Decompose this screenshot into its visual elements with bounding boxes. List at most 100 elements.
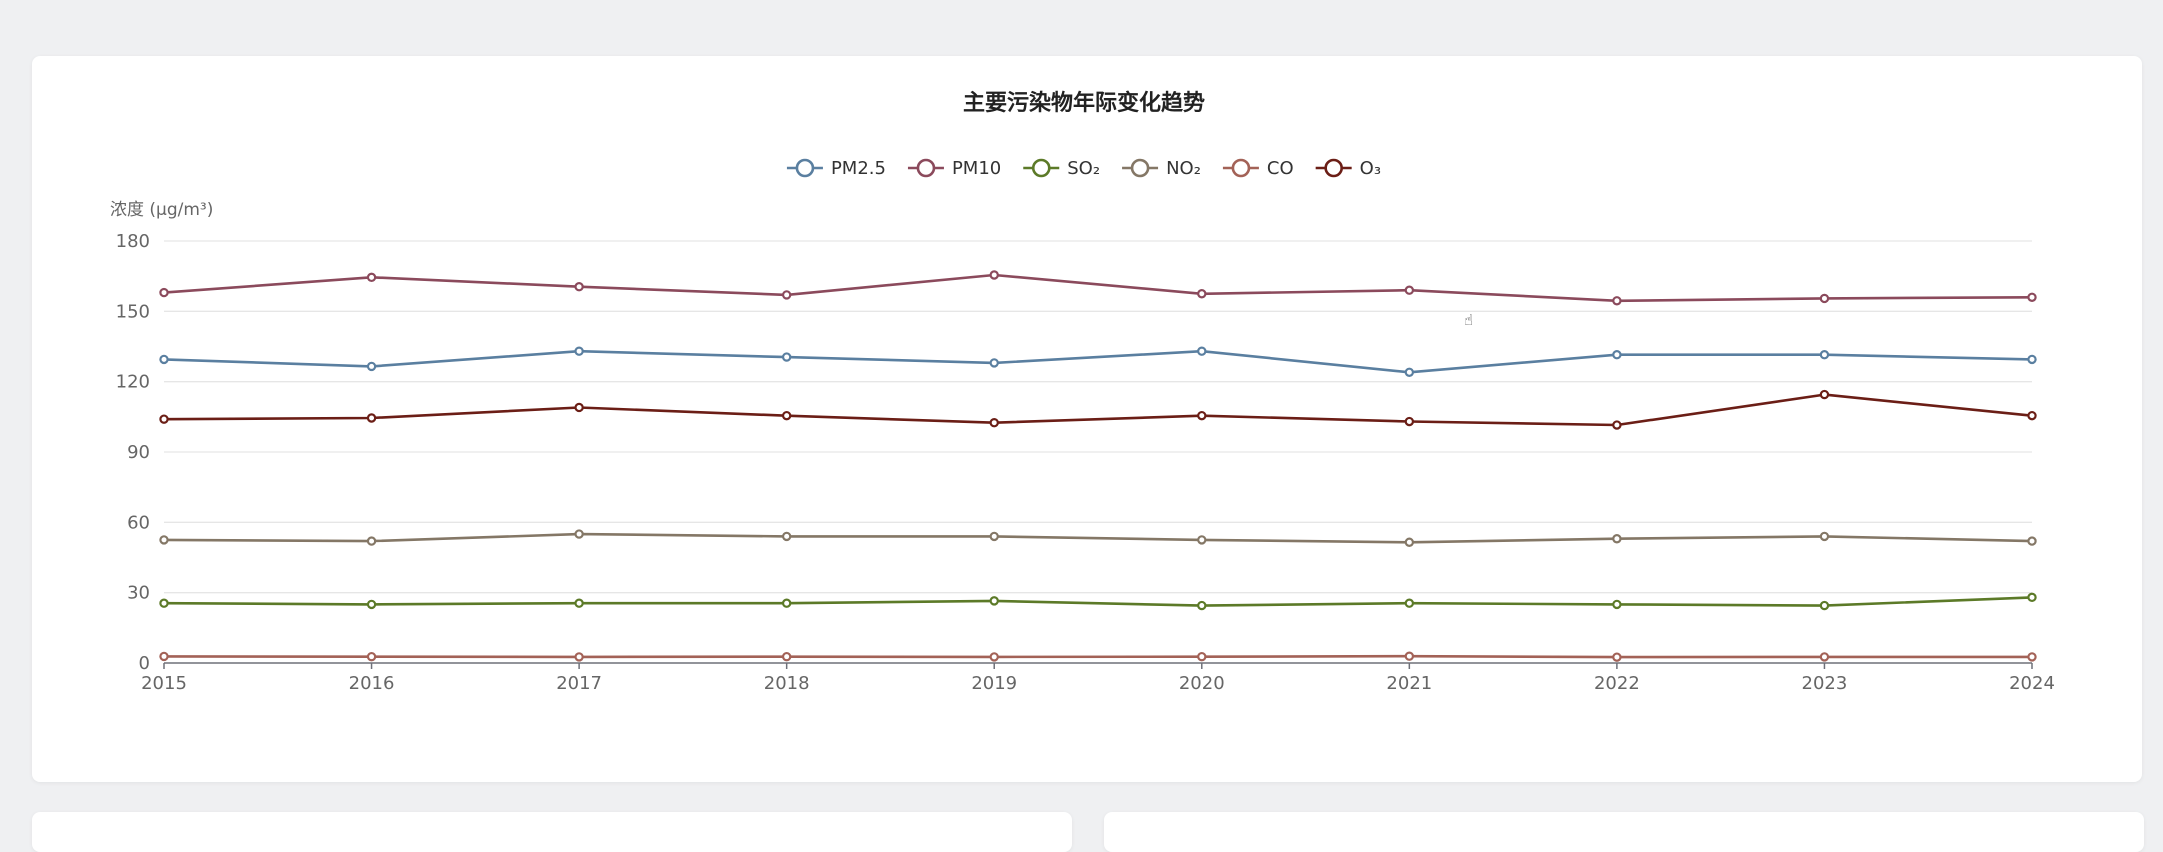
data-point[interactable] [1404, 651, 1415, 661]
x-tick-label: 2015 [141, 673, 187, 694]
data-point[interactable] [781, 651, 792, 662]
legend-symbol-marker [1130, 158, 1150, 178]
data-point[interactable] [1404, 598, 1415, 608]
data-point[interactable] [1819, 531, 1830, 542]
grid-lines [164, 240, 2032, 594]
data-point[interactable] [1197, 600, 1207, 611]
legend-item[interactable]: PM10 [907, 158, 1001, 179]
legend-item[interactable]: PM2.5 [786, 158, 886, 179]
data-point[interactable] [781, 290, 792, 300]
data-point[interactable] [1819, 293, 1830, 304]
pointer-cursor-icon: ☝ [1464, 311, 1474, 329]
series-group [159, 529, 2037, 547]
x-axis: 0 30 60 90 120 150 180 2015 2016 2017 2018 2019 2020… [116, 231, 2055, 694]
legend-item[interactable]: CO [1222, 158, 1294, 179]
data-point[interactable] [781, 598, 792, 608]
data-point[interactable] [574, 346, 584, 356]
data-point[interactable] [989, 358, 999, 368]
data-point[interactable] [1197, 289, 1207, 299]
y-tick-label: 180 [116, 231, 150, 252]
data-point[interactable] [2027, 292, 2037, 302]
legend[interactable]: PM2.5 PM10 SO₂ NO₂ CO O₃ [786, 158, 1381, 179]
legend-item[interactable]: O₃ [1315, 158, 1381, 179]
data-point[interactable] [366, 361, 377, 372]
data-point[interactable] [1819, 600, 1830, 611]
y-tick-label: 0 [139, 653, 150, 674]
legend-symbol-marker [795, 158, 815, 178]
data-point[interactable] [1197, 346, 1207, 356]
data-point[interactable] [159, 414, 169, 424]
y-tick-label: 120 [116, 372, 150, 393]
legend-symbol-marker [1031, 158, 1051, 178]
legend-item[interactable]: SO₂ [1023, 158, 1100, 179]
data-point[interactable] [1404, 285, 1415, 295]
data-point[interactable] [574, 282, 584, 292]
data-point[interactable] [1819, 652, 1830, 662]
data-point[interactable] [1197, 651, 1207, 662]
series-group [159, 389, 2037, 430]
series-group [159, 651, 2037, 662]
legend-label: NO₂ [1166, 158, 1201, 179]
data-point[interactable] [1819, 389, 1830, 400]
data-point[interactable] [989, 417, 999, 428]
data-point[interactable] [366, 536, 377, 546]
data-point[interactable] [574, 402, 584, 413]
data-point[interactable] [159, 651, 169, 662]
data-point[interactable] [2027, 592, 2037, 603]
series-lines [159, 270, 2037, 662]
data-point[interactable] [2027, 410, 2037, 421]
data-point[interactable] [1612, 420, 1622, 430]
data-point[interactable] [1612, 350, 1622, 360]
data-point[interactable] [1612, 296, 1622, 306]
data-point[interactable] [366, 413, 377, 423]
legend-label: PM10 [952, 158, 1001, 179]
series-group [159, 592, 2037, 611]
x-tick-label: 2022 [1594, 673, 1640, 694]
data-point[interactable] [159, 287, 169, 298]
data-point[interactable] [1404, 367, 1415, 377]
data-point[interactable] [366, 599, 377, 610]
data-point[interactable] [1612, 534, 1622, 544]
data-point[interactable] [1612, 652, 1622, 662]
data-point[interactable] [2027, 536, 2037, 546]
y-tick-label: 150 [116, 301, 150, 322]
data-point[interactable] [989, 596, 999, 606]
data-point[interactable] [2027, 354, 2037, 365]
data-point[interactable] [1197, 535, 1207, 545]
x-tick-label: 2016 [349, 673, 395, 694]
data-point[interactable] [159, 598, 169, 608]
y-tick-label: 60 [127, 512, 150, 533]
data-point[interactable] [989, 652, 999, 662]
data-point[interactable] [159, 535, 169, 545]
x-tick-label: 2023 [1802, 673, 1848, 694]
series-line [163, 654, 2032, 659]
data-point[interactable] [1819, 350, 1830, 360]
data-point[interactable] [781, 352, 792, 362]
data-point[interactable] [366, 651, 377, 662]
data-point[interactable] [574, 529, 584, 539]
data-point[interactable] [1197, 410, 1207, 421]
data-point[interactable] [781, 410, 792, 421]
x-tick-label: 2017 [556, 673, 602, 694]
data-point[interactable] [989, 531, 999, 542]
legend-symbol-marker [1231, 158, 1251, 178]
series-line [163, 349, 2033, 374]
data-point[interactable] [989, 270, 999, 280]
data-point[interactable] [574, 598, 584, 608]
legend-item[interactable]: NO₂ [1122, 158, 1201, 179]
data-point[interactable] [1404, 537, 1415, 547]
data-point[interactable] [1404, 416, 1415, 427]
data-point[interactable] [2027, 652, 2037, 662]
x-tick-label: 2018 [764, 673, 810, 694]
y-tick-label: 90 [127, 442, 150, 463]
data-point[interactable] [159, 354, 169, 365]
data-point[interactable] [781, 531, 792, 542]
series-group [159, 270, 2037, 306]
chart-title: 主要污染物年际变化趋势 [963, 90, 1205, 116]
pollutant-trend-chart: 主要污染物年际变化趋势 浓度 (μg/m³) 0 30 60 90 120 150 180 2… [110, 90, 2055, 694]
x-tick-label: 2021 [1386, 673, 1432, 694]
data-point[interactable] [1612, 599, 1622, 610]
series-line [163, 532, 2033, 544]
data-point[interactable] [366, 272, 377, 283]
data-point[interactable] [574, 652, 584, 662]
